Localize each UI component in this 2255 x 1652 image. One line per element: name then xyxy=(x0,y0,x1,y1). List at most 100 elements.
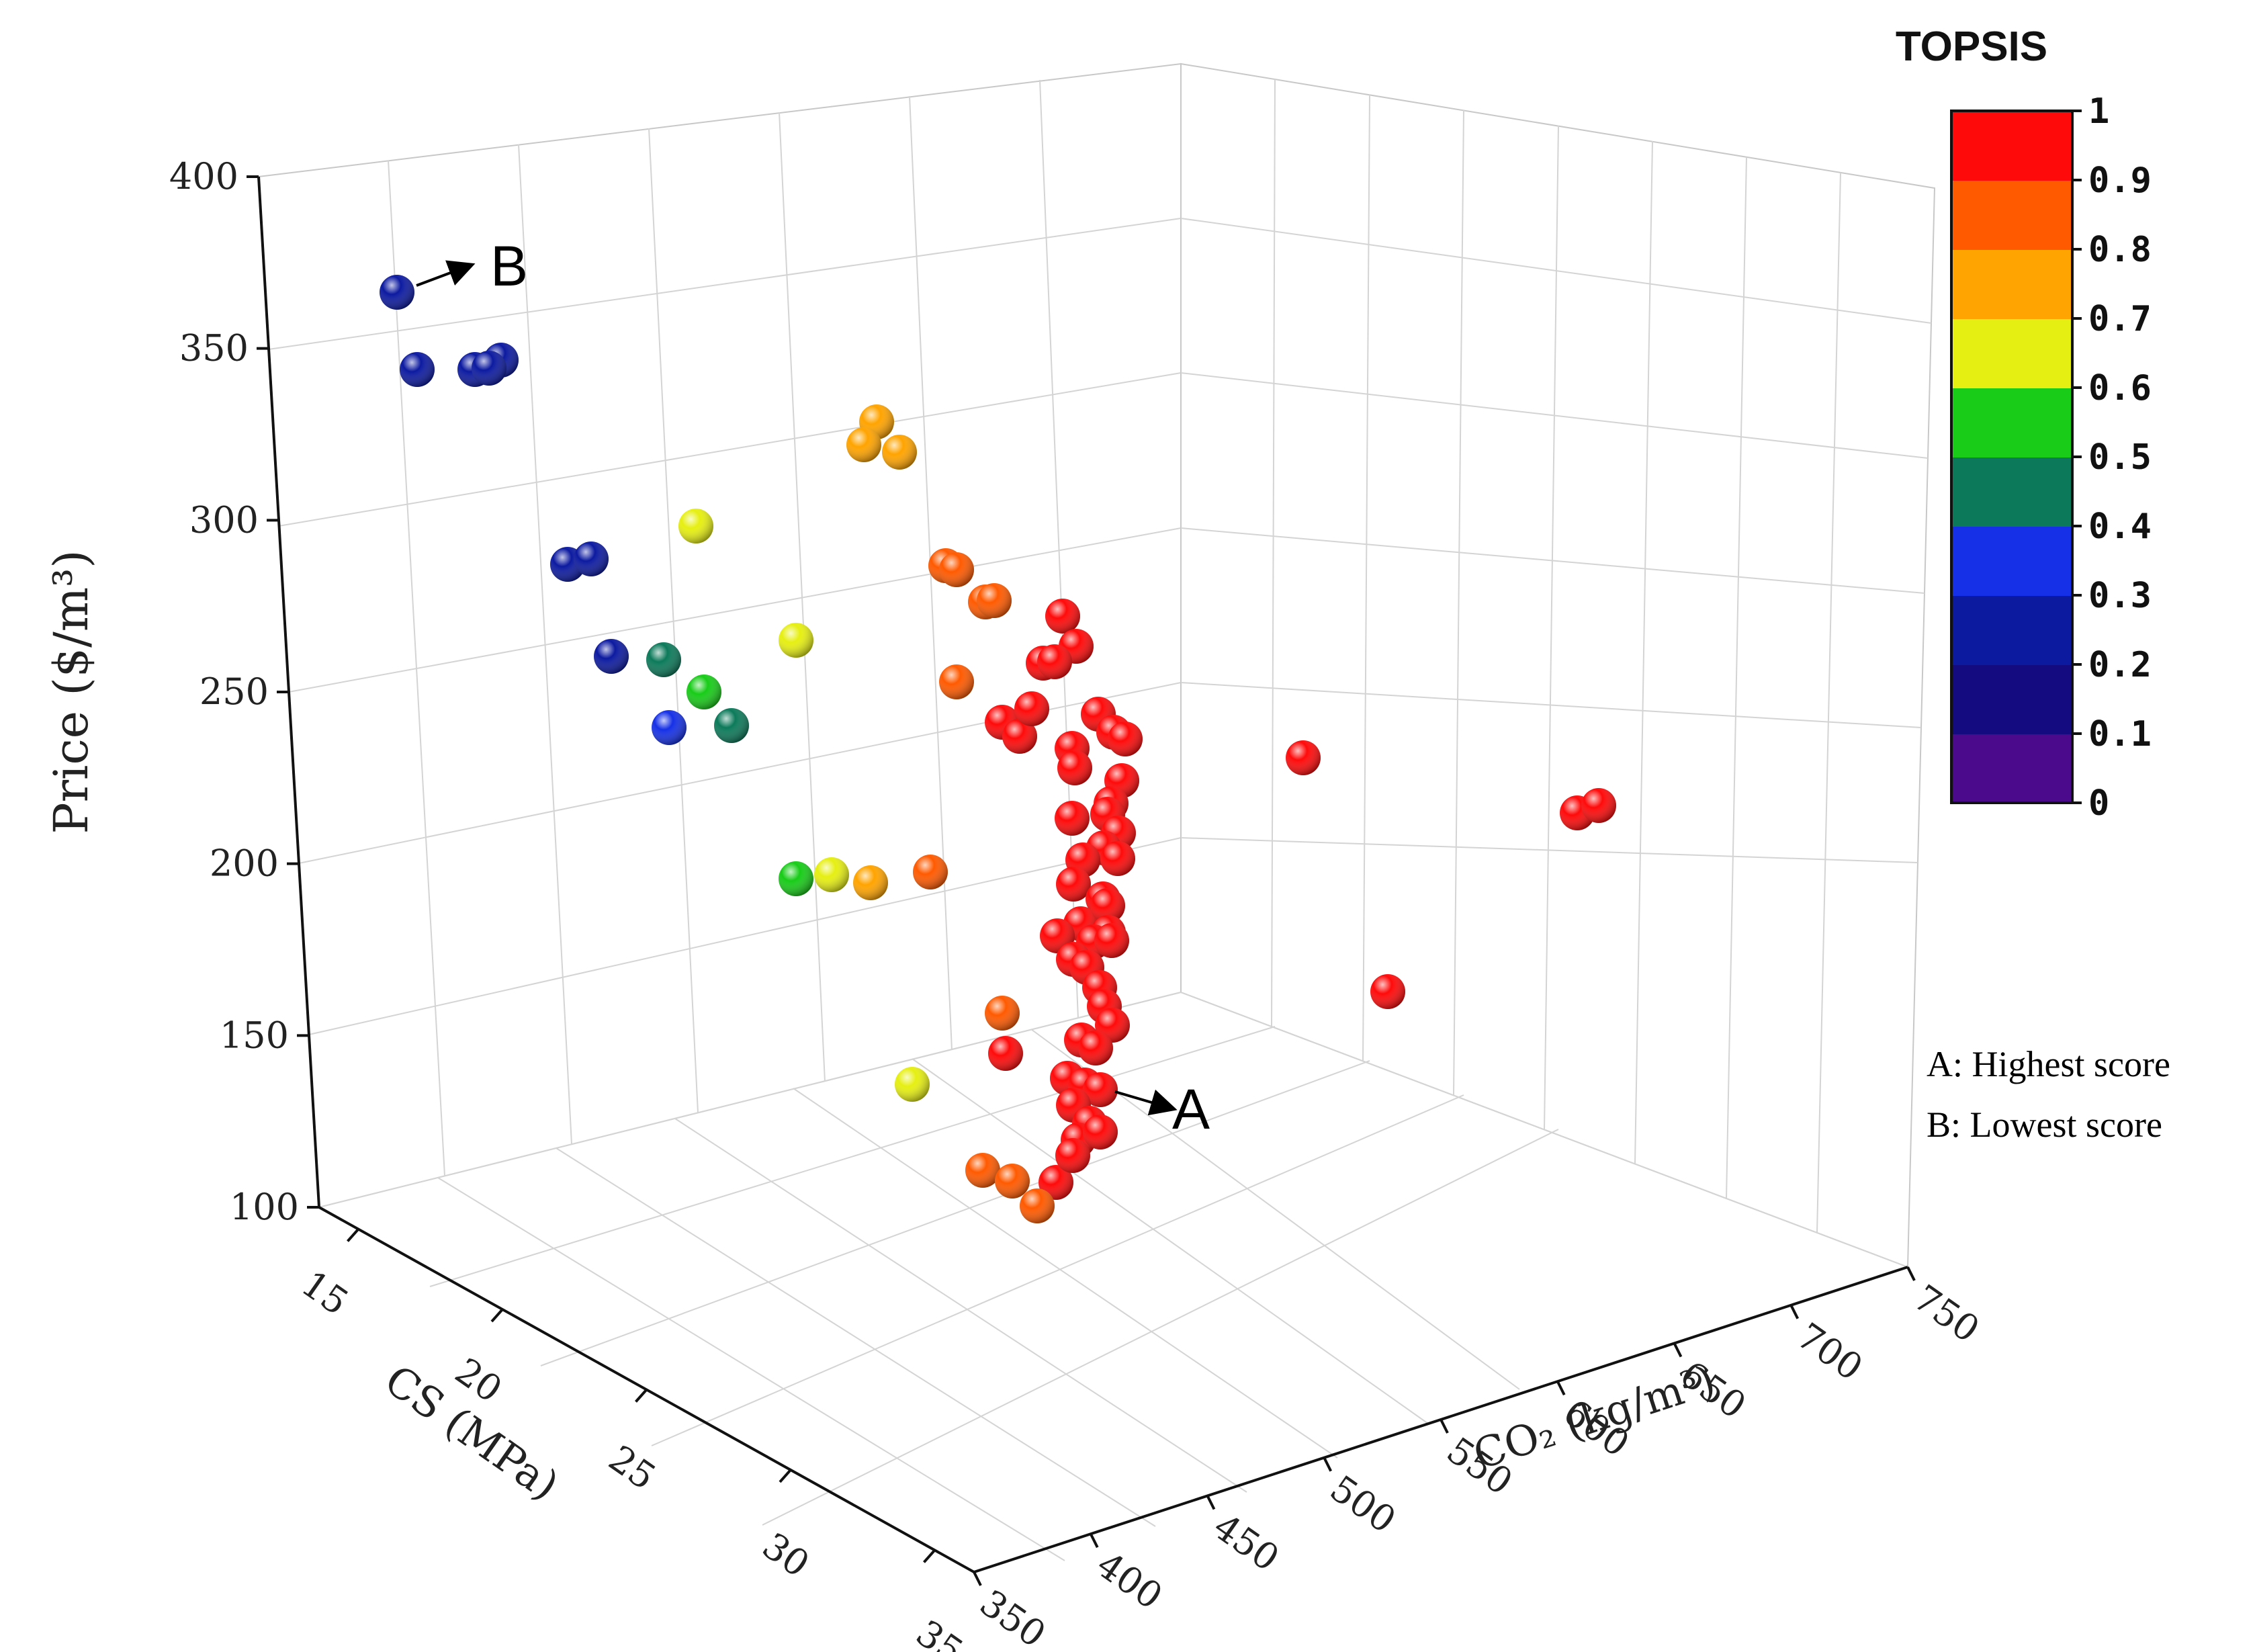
data-point xyxy=(1108,722,1143,756)
colorbar-tick-label: 0.4 xyxy=(2088,507,2152,547)
data-point xyxy=(1055,1138,1090,1173)
data-point xyxy=(1370,974,1405,1009)
data-point xyxy=(1286,740,1321,775)
annotation-B-label: B xyxy=(490,234,528,298)
data-point xyxy=(988,1036,1023,1071)
cs-tick-mark xyxy=(347,1228,359,1242)
data-point xyxy=(1056,867,1091,902)
data-point xyxy=(1055,801,1090,836)
co2-tick-mark xyxy=(1089,1533,1099,1549)
data-point xyxy=(1094,923,1129,958)
annotation-B: B xyxy=(416,234,528,298)
data-points xyxy=(380,275,1616,1223)
co2-tick-label: 750 xyxy=(1906,1276,1988,1351)
co2-tick-mark xyxy=(1440,1419,1449,1434)
cs-tick-label: 30 xyxy=(755,1524,817,1585)
co2-tick-label: 450 xyxy=(1206,1506,1287,1580)
data-point xyxy=(939,664,974,699)
data-point xyxy=(1083,1072,1118,1107)
annotation-A: A xyxy=(1114,1078,1210,1141)
cs-tick-label: 35 xyxy=(909,1612,971,1652)
data-point xyxy=(1057,750,1092,785)
colorbar-segment xyxy=(1951,664,2072,734)
co2-axis-label: CO₂ (kg/m³) xyxy=(1468,1355,1721,1479)
data-point xyxy=(1002,719,1037,754)
co2-tick-mark xyxy=(1673,1342,1683,1358)
y-tick-label: 150 xyxy=(220,1014,289,1056)
data-point xyxy=(652,710,687,745)
data-point xyxy=(574,541,609,576)
colorbar-segment xyxy=(1951,180,2072,250)
colorbar-segment xyxy=(1951,111,2072,181)
data-point xyxy=(882,435,917,470)
data-point xyxy=(400,352,435,387)
data-point xyxy=(895,1067,930,1102)
data-point xyxy=(1037,644,1072,679)
colorbar-segment xyxy=(1951,318,2072,388)
cs-tick-mark xyxy=(635,1389,648,1403)
data-point xyxy=(846,427,881,462)
colorbar-tick-label: 0.5 xyxy=(2088,437,2152,478)
data-point xyxy=(985,996,1020,1031)
y-tick-label: 250 xyxy=(200,670,269,713)
co2-tick-label: 500 xyxy=(1323,1467,1404,1542)
data-point xyxy=(779,623,813,658)
data-point xyxy=(380,275,414,310)
legend-B: B: Lowest score xyxy=(1927,1104,2162,1145)
data-point xyxy=(1083,1115,1118,1149)
colorbar-title: TOPSIS xyxy=(1896,24,2047,70)
colorbar-tick-label: 0 xyxy=(2088,783,2109,824)
data-point xyxy=(1045,599,1080,634)
colorbar-tick-label: 0.3 xyxy=(2088,576,2152,616)
cs-tick-mark xyxy=(490,1308,504,1323)
colorbar-tick-label: 1 xyxy=(2088,91,2109,132)
arrow-A xyxy=(1114,1089,1178,1116)
colorbar-segment xyxy=(1951,457,2072,527)
cs-tick-mark xyxy=(779,1469,792,1483)
y-axis-label: Price ($/m³) xyxy=(44,550,99,834)
co2-tick-label: 700 xyxy=(1789,1315,1871,1389)
data-point xyxy=(472,351,506,386)
colorbar: 0 0.1 0.2 0.3 0.4 0.5 0.6 0.7 0.8 0.9 1 xyxy=(1950,91,2152,824)
data-point xyxy=(965,1153,1000,1188)
colorbar-segment xyxy=(1951,595,2072,665)
colorbar-tick-label: 0.9 xyxy=(2088,161,2152,201)
colorbar-segment xyxy=(1951,249,2072,319)
data-point xyxy=(1100,841,1135,876)
y-tick-label: 100 xyxy=(230,1186,299,1228)
colorbar-tick-label: 0.6 xyxy=(2088,368,2152,408)
y-tick-label: 200 xyxy=(210,842,279,885)
y-tick-label: 350 xyxy=(179,327,249,369)
data-point xyxy=(853,865,888,900)
annotation-A-label: A xyxy=(1172,1078,1210,1141)
data-point xyxy=(1014,691,1049,726)
legend-A: A: Highest score xyxy=(1927,1044,2170,1084)
data-point xyxy=(1020,1188,1055,1223)
floor-grid xyxy=(318,992,1908,1561)
data-point xyxy=(1090,888,1125,923)
left-wall xyxy=(257,62,1182,1209)
data-point xyxy=(1581,788,1616,823)
y-tick-label: 300 xyxy=(189,498,259,541)
colorbar-segment xyxy=(1951,734,2072,803)
data-point xyxy=(646,642,681,677)
data-point xyxy=(1038,1165,1073,1200)
data-point xyxy=(687,675,721,709)
colorbar-segment xyxy=(1951,388,2072,458)
cs-tick-mark xyxy=(923,1549,936,1563)
colorbar-tick-label: 0.7 xyxy=(2088,299,2152,339)
data-point xyxy=(714,708,749,743)
data-point xyxy=(814,857,849,892)
co2-tick-mark xyxy=(1206,1495,1216,1510)
data-point xyxy=(1078,1031,1113,1066)
data-point xyxy=(913,855,948,889)
arrow-B xyxy=(416,260,476,287)
colorbar-tick-label: 0.1 xyxy=(2088,714,2152,754)
colorbar-tick-label: 0.2 xyxy=(2088,645,2152,685)
colorbar-tick-label: 0.8 xyxy=(2088,230,2152,270)
data-point xyxy=(995,1164,1030,1199)
co2-tick-label: 350 xyxy=(973,1581,1054,1652)
data-point xyxy=(678,509,713,544)
co2-tick-label: 400 xyxy=(1089,1543,1170,1618)
